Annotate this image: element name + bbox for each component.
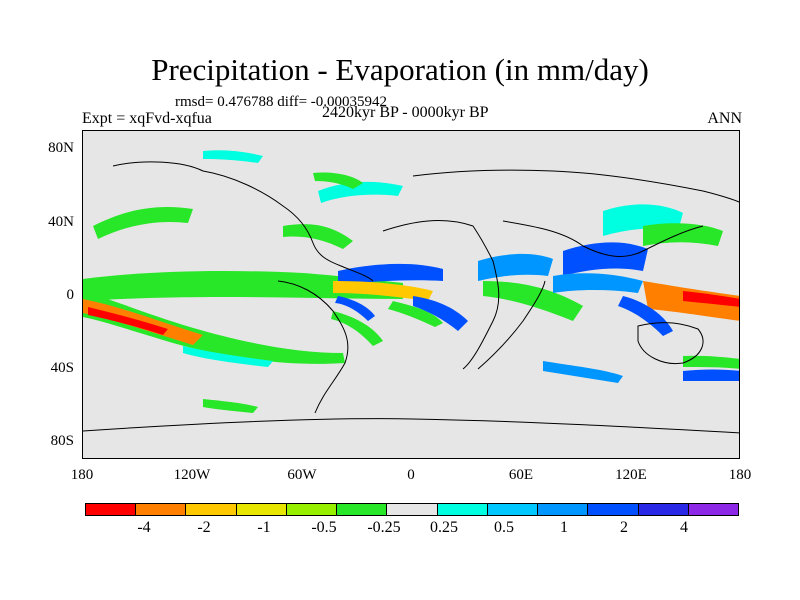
field-blue-southpac bbox=[683, 369, 739, 381]
colorbar-box bbox=[186, 504, 237, 515]
coastlines bbox=[83, 161, 739, 434]
coast-asia-south bbox=[502, 220, 704, 257]
field-green-band bbox=[83, 271, 403, 301]
lat-label-0: 0 bbox=[66, 287, 75, 303]
colorbar-box bbox=[487, 504, 539, 515]
field-green-npacific bbox=[93, 206, 193, 239]
field-green-brazil bbox=[331, 311, 383, 346]
field-blue-atlantic bbox=[338, 263, 443, 285]
colorbar bbox=[85, 503, 739, 516]
colorbar-label: 2 bbox=[620, 519, 628, 536]
colorbar-box bbox=[538, 504, 589, 515]
colorbar-label: 0.5 bbox=[494, 519, 514, 536]
field-blue-amazon bbox=[335, 296, 375, 321]
colorbar-box bbox=[437, 504, 488, 515]
field-cyan-arctic bbox=[203, 150, 263, 163]
colorbar-box bbox=[337, 504, 388, 515]
field-blue-indian bbox=[553, 273, 643, 293]
lat-label-80n: 80N bbox=[48, 140, 74, 156]
colorbar-label: -4 bbox=[137, 519, 151, 536]
stats-text: rmsd= 0.476788 diff= -0.00035942 bbox=[175, 94, 388, 110]
lat-label-80s: 80S bbox=[50, 433, 74, 449]
coast-north-america bbox=[112, 161, 374, 282]
colorbar-label: 4 bbox=[680, 519, 688, 536]
coast-australia bbox=[637, 322, 704, 365]
colorbar-label: -0.25 bbox=[367, 519, 401, 536]
field-green-indian bbox=[483, 281, 583, 321]
colorbar-label: -2 bbox=[197, 519, 211, 536]
lon-label-60w: 60W bbox=[287, 467, 317, 483]
field-cyan-south bbox=[183, 346, 273, 367]
colorbar-label: -0.5 bbox=[311, 519, 337, 536]
coast-africa-west bbox=[382, 220, 500, 370]
colorbar-box bbox=[588, 504, 639, 515]
colorbar-label: 1 bbox=[560, 519, 568, 536]
field-blue-maritime bbox=[563, 242, 648, 276]
field-blue-africa bbox=[478, 253, 553, 281]
season-label: ANN bbox=[707, 110, 742, 127]
lon-label-60e: 60E bbox=[508, 467, 534, 483]
field-green-spcz bbox=[83, 291, 345, 364]
lat-label-40s: 40S bbox=[50, 360, 74, 376]
colorbar-label: 0.25 bbox=[430, 519, 458, 536]
colorbar-box bbox=[136, 504, 187, 515]
field-green-atlantic bbox=[388, 301, 443, 327]
field-green-natlantic bbox=[283, 224, 353, 249]
coast-south-america bbox=[277, 280, 349, 414]
coast-antarctica bbox=[83, 418, 739, 434]
coast-eurasia-north bbox=[412, 169, 739, 203]
lon-label-120e: 120E bbox=[615, 467, 647, 483]
lon-label-180w: 180 bbox=[70, 467, 94, 483]
field-blue-indonesia bbox=[618, 296, 673, 336]
map-field bbox=[83, 150, 739, 434]
field-blue-gulfguinea bbox=[413, 296, 468, 331]
colorbar-box bbox=[86, 504, 137, 515]
field-green-wpac-north bbox=[643, 223, 723, 246]
field-red-wpacific bbox=[683, 291, 739, 307]
field-green-labrador bbox=[313, 172, 363, 189]
colorbar-box bbox=[688, 504, 739, 515]
lat-label-40n: 40N bbox=[48, 214, 74, 230]
colorbar-box bbox=[236, 504, 287, 515]
plot-title: Precipitation - Evaporation (in mm/day) bbox=[151, 52, 649, 87]
map-panel bbox=[82, 130, 740, 459]
lon-label-180e: 180 bbox=[728, 467, 752, 483]
field-green-southpac bbox=[203, 399, 258, 413]
experiment-label: Expt = xqFvd-xqfua bbox=[82, 110, 212, 127]
pme-field bbox=[83, 150, 739, 413]
field-blue-southindian bbox=[543, 361, 623, 383]
colorbar-box bbox=[638, 504, 689, 515]
period-label: 2420kyr BP - 0000kyr BP bbox=[322, 104, 489, 121]
lon-label-120w: 120W bbox=[173, 467, 211, 483]
coast-africa-east bbox=[477, 280, 546, 370]
field-yellow-atlantic bbox=[333, 281, 433, 301]
field-red-core bbox=[88, 307, 168, 335]
colorbar-label: -1 bbox=[257, 519, 271, 536]
field-cyan-natlantic bbox=[318, 181, 403, 203]
field-green-tasman bbox=[683, 355, 739, 369]
colorbar-box bbox=[286, 504, 338, 515]
lon-label-0: 0 bbox=[407, 467, 415, 483]
colorbar-box bbox=[387, 504, 438, 515]
